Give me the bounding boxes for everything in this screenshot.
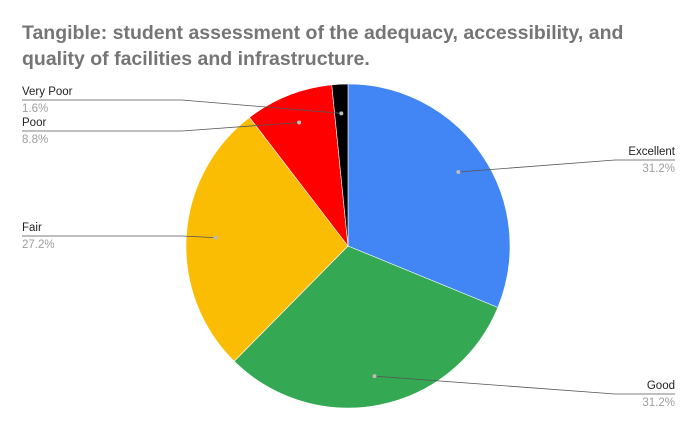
pie-slice-excellent [347, 83, 511, 308]
leader-line-excellent [458, 159, 675, 173]
slice-label-poor: Poor [22, 117, 46, 129]
slice-percent-excellent: 31.2% [642, 163, 675, 175]
slice-percent-poor: 8.8% [22, 134, 48, 146]
pie-slice-poor [249, 84, 349, 248]
leader-line-fair [22, 235, 216, 239]
pie-labels: Excellent 31.2% Good 31.2% Fair 27.2% Poor 8.8%… [22, 86, 676, 409]
slice-percent-good: 31.2% [642, 397, 675, 409]
pie-slices [185, 83, 511, 409]
leader-line-very-poor [22, 99, 342, 114]
slice-label-good: Good [647, 380, 675, 392]
slice-percent-very-poor: 1.6% [22, 103, 48, 115]
leader-line-poor [22, 122, 300, 132]
slice-percent-fair: 27.2% [22, 239, 55, 251]
leader-dot-excellent [456, 170, 461, 175]
leader-dot-fair [213, 235, 218, 240]
leader-dot-poor [297, 120, 302, 125]
pie-slice-very-poor [331, 83, 349, 247]
slice-label-fair: Fair [22, 222, 42, 234]
chart-title: Tangible: student assessment of the adeq… [22, 22, 624, 70]
pie-slice-good [233, 245, 499, 409]
leader-dot-good [372, 374, 377, 379]
slice-label-excellent: Excellent [628, 146, 675, 158]
leader-line-good [374, 375, 675, 395]
leader-dot-very-poor [339, 111, 344, 116]
slice-label-very-poor: Very Poor [22, 86, 73, 98]
